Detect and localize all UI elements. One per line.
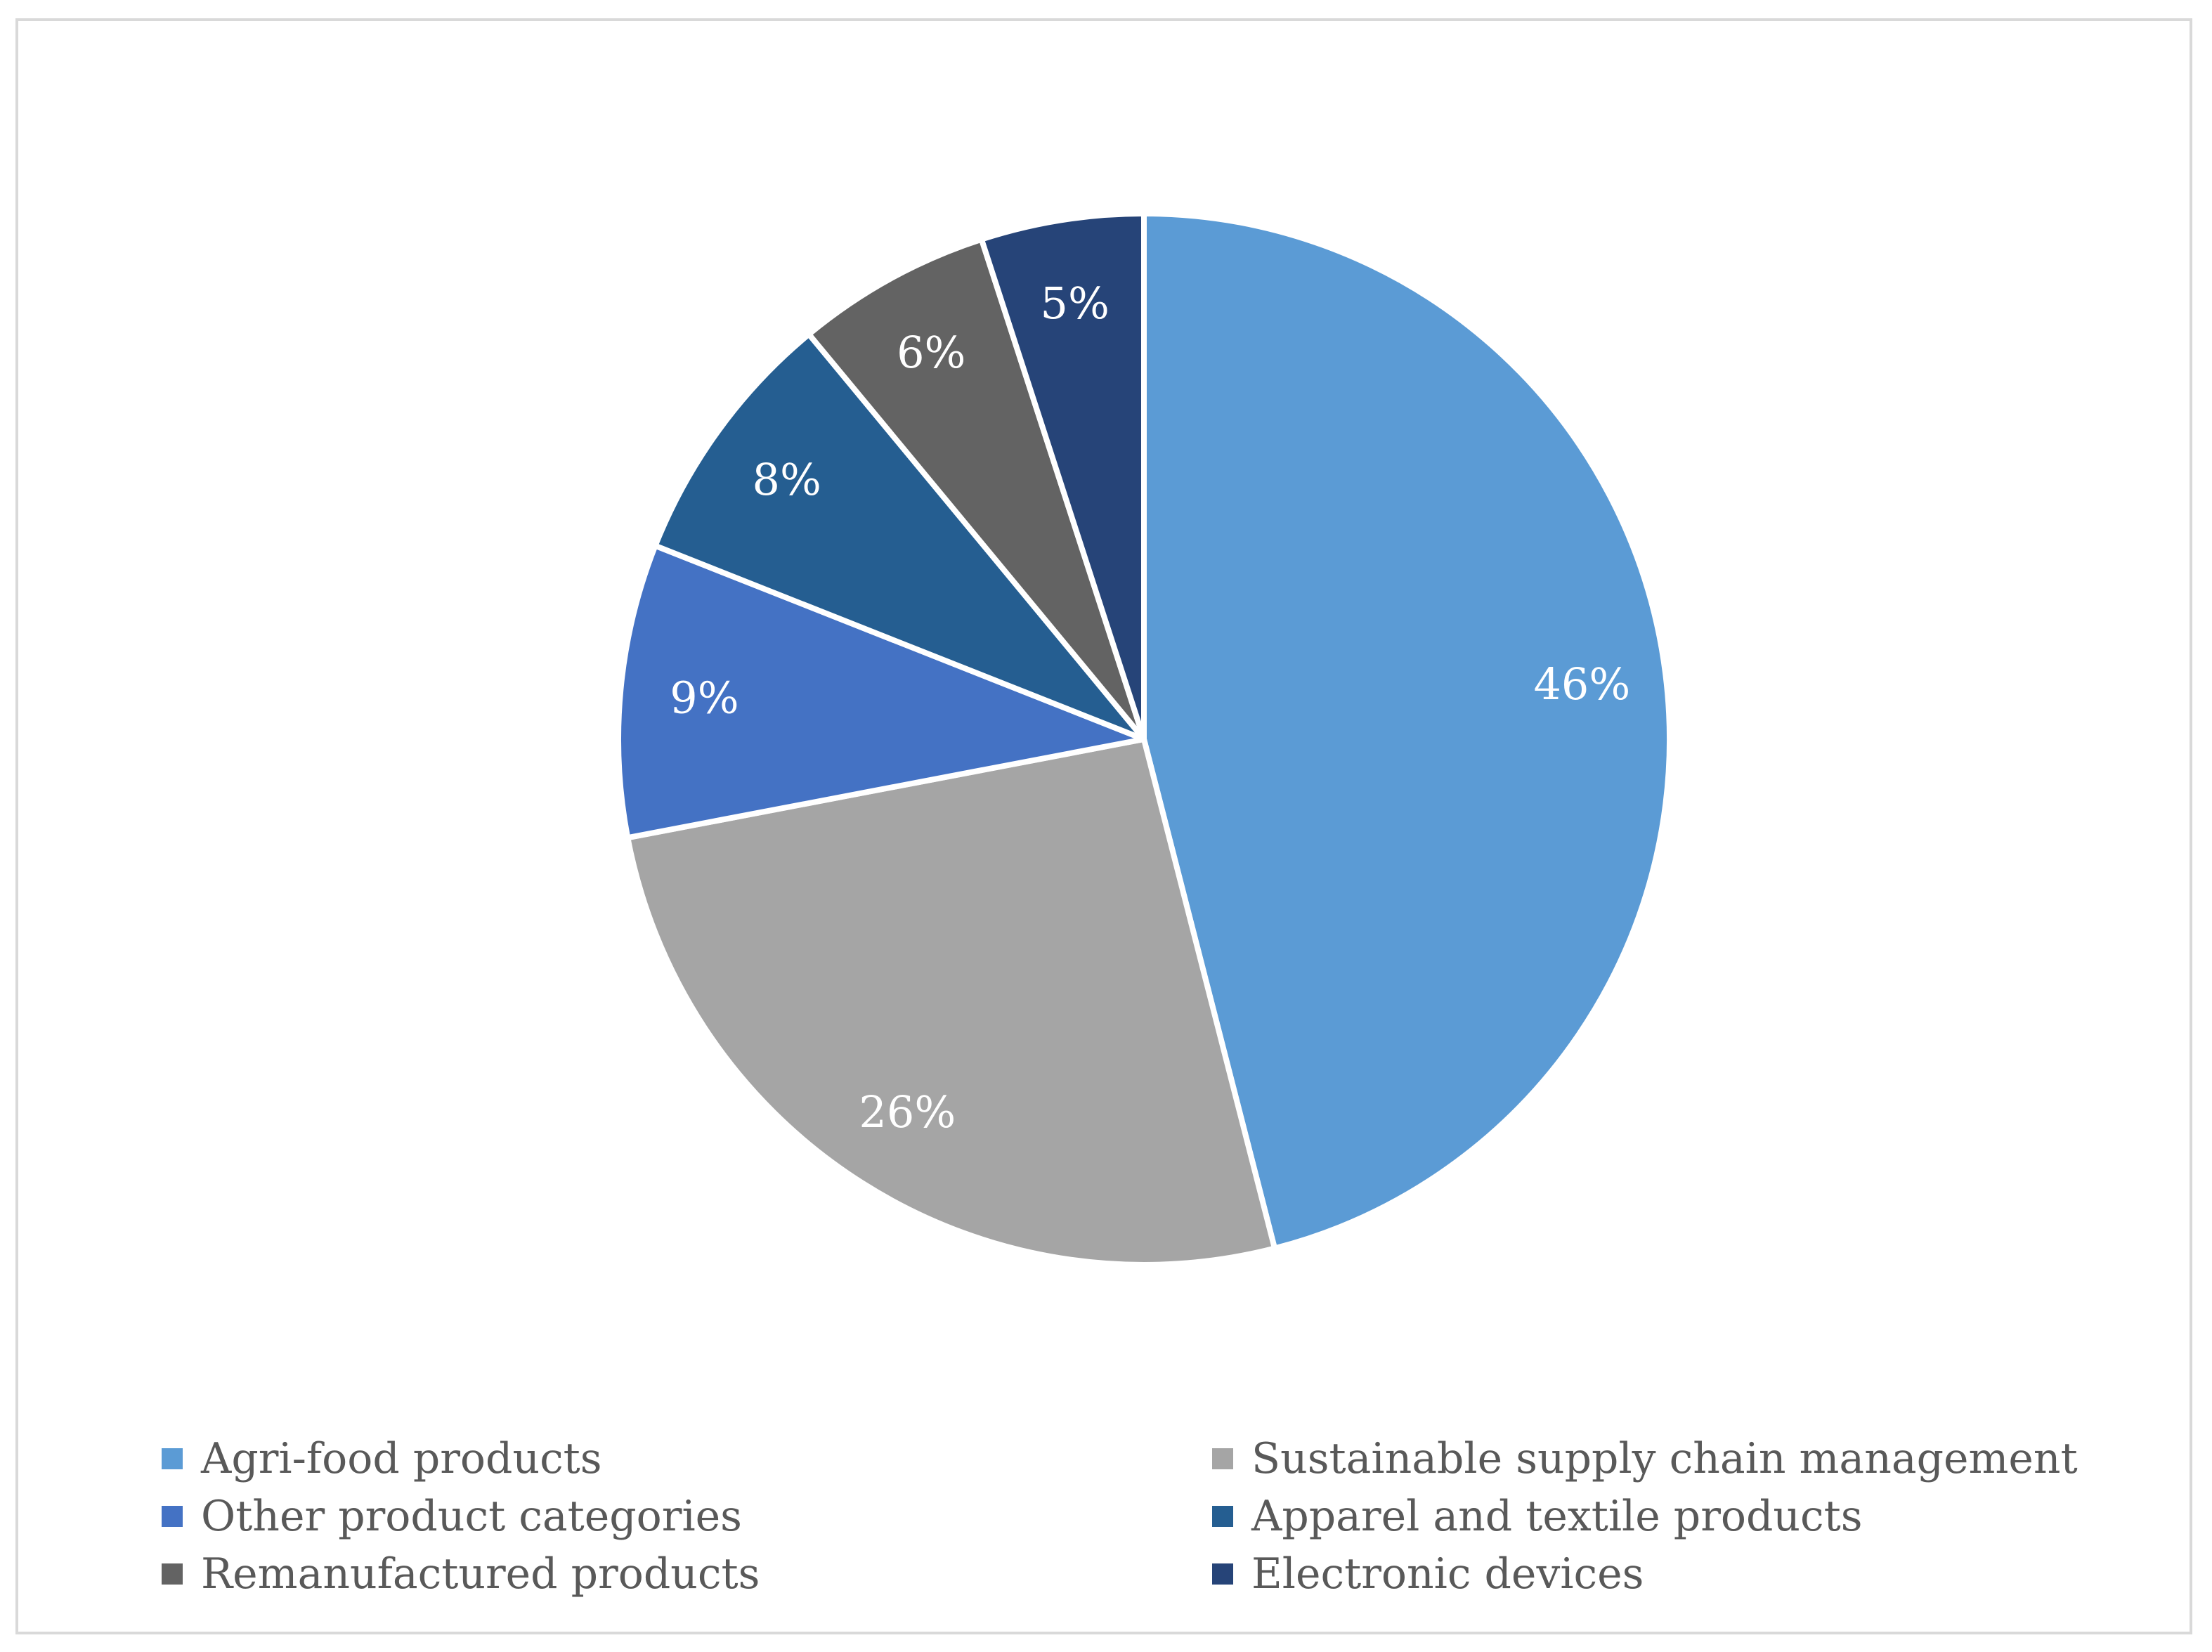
legend-label: Agri-food products [201, 1434, 602, 1483]
legend-label: Remanufactured products [201, 1549, 760, 1599]
legend-swatch [1212, 1563, 1233, 1585]
pie-slice-agri-food-products[interactable] [1141, 211, 1672, 1251]
pie-slice-other-product-categories[interactable] [616, 542, 1147, 841]
legend-item-agri-food[interactable]: Agri-food products [162, 1430, 1212, 1488]
pie-slices [616, 211, 1672, 1268]
data-label-agri-food-products: 46% [1533, 658, 1630, 710]
legend-item-apparel-textile[interactable]: Apparel and textile products [1212, 1488, 2101, 1545]
pie-data-labels: 46% 26% 9% 8% 6% 5% [670, 278, 1630, 1138]
pie-slice-apparel-and-textile-products[interactable] [652, 331, 1147, 742]
data-label-sustainable-supply-chain-management: 26% [859, 1086, 956, 1138]
data-label-apparel-and-textile-products: 8% [753, 454, 821, 505]
pie-slice-remanufactured-products[interactable] [806, 236, 1147, 742]
legend-item-sustainable-supply-chain[interactable]: Sustainable supply chain management [1212, 1430, 2101, 1488]
legend: Agri-food products Sustainable supply ch… [162, 1430, 2101, 1603]
legend-swatch [162, 1563, 183, 1585]
legend-label: Sustainable supply chain management [1251, 1434, 2078, 1483]
legend-swatch [162, 1506, 183, 1527]
pie-slice-electronic-devices[interactable] [978, 211, 1147, 742]
legend-label: Other product categories [201, 1492, 742, 1541]
legend-label: Apparel and textile products [1251, 1492, 1863, 1541]
data-label-electronic-devices: 5% [1041, 278, 1110, 329]
legend-swatch [162, 1448, 183, 1469]
legend-swatch [1212, 1448, 1233, 1469]
legend-item-other-categories[interactable]: Other product categories [162, 1488, 1212, 1545]
legend-label: Electronic devices [1251, 1549, 1644, 1599]
legend-item-electronic-devices[interactable]: Electronic devices [1212, 1545, 2101, 1603]
data-label-other-product-categories: 9% [670, 672, 739, 723]
legend-swatch [1212, 1506, 1233, 1527]
pie-slice-sustainable-supply-chain-management[interactable] [625, 736, 1278, 1268]
data-label-remanufactured-products: 6% [897, 327, 965, 378]
legend-item-remanufactured[interactable]: Remanufactured products [162, 1545, 1212, 1603]
